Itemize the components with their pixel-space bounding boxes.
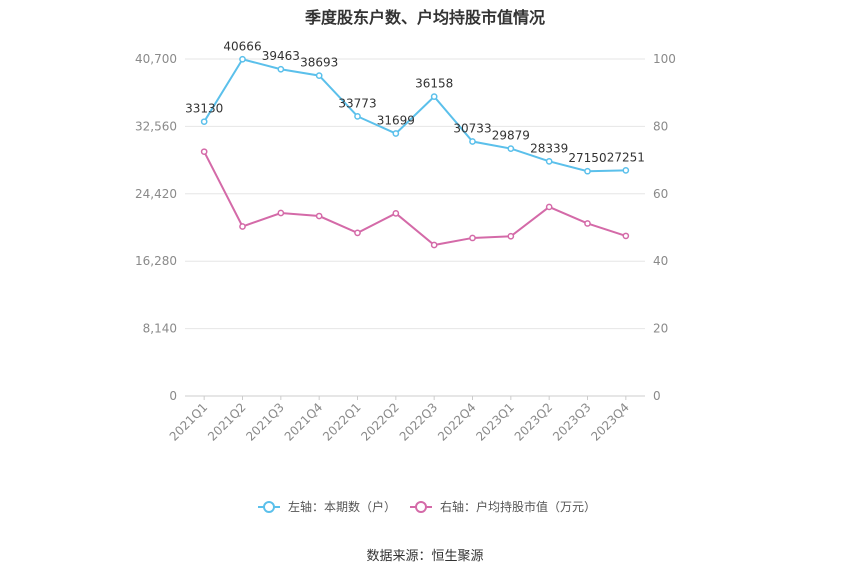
data-label: 33130	[185, 102, 223, 116]
data-label: 31699	[377, 114, 415, 128]
data-point	[469, 138, 476, 145]
y-right-tick-label: 0	[653, 389, 661, 403]
chart-title: 季度股东户数、户均持股市值情况	[304, 8, 545, 27]
data-point	[239, 55, 246, 63]
x-tick-label: 2021Q2	[205, 400, 249, 444]
source-note: 数据来源：恒生聚源	[366, 549, 484, 564]
legend-item-2: 右轴：户均持股市值（万元）	[410, 499, 596, 514]
x-tick-label: 2023Q4	[588, 400, 632, 444]
y-left-tick-label: 24,420	[135, 187, 177, 201]
x-tick-label: 2021Q1	[167, 400, 211, 444]
data-point	[469, 234, 476, 242]
x-tick-label: 2022Q1	[320, 400, 364, 444]
data-point	[584, 220, 591, 227]
legend-marker	[263, 501, 275, 513]
data-point	[354, 229, 361, 237]
data-point	[392, 209, 400, 217]
y-left-tick-label: 0	[169, 389, 177, 403]
data-point	[545, 158, 553, 165]
data-point	[584, 167, 591, 175]
data-point	[545, 203, 553, 211]
data-point	[239, 223, 246, 230]
data-point	[507, 145, 515, 152]
data-label: 36158	[415, 77, 453, 91]
data-label: 30733	[453, 122, 491, 136]
data-point	[430, 241, 438, 249]
legend-label: 左轴：本期数（户）	[288, 499, 396, 514]
y-right-tick-label: 80	[653, 119, 668, 133]
data-point	[315, 212, 323, 220]
data-point	[430, 93, 438, 100]
y-left-tick-label: 40,700	[135, 52, 177, 66]
y-left-tick-label: 8,140	[143, 322, 177, 336]
data-label: 27150	[568, 151, 606, 165]
data-point	[200, 118, 208, 126]
data-label: 33773	[338, 96, 376, 110]
y-right-tick-label: 40	[653, 254, 668, 268]
data-label: 39463	[262, 49, 300, 63]
y-left-tick-label: 16,280	[135, 254, 177, 268]
y-right-tick-label: 100	[653, 52, 676, 66]
data-point	[622, 167, 630, 174]
x-tick-label: 2021Q4	[282, 400, 326, 444]
data-point	[277, 65, 285, 73]
data-point	[315, 72, 323, 79]
x-tick-label: 2022Q4	[435, 400, 479, 444]
x-tick-label: 2022Q2	[358, 400, 402, 444]
x-tick-label: 2023Q2	[512, 400, 556, 444]
data-point	[392, 130, 400, 137]
data-point	[622, 232, 630, 240]
data-label: 38693	[300, 56, 338, 70]
legend-label: 右轴：户均持股市值（万元）	[440, 499, 596, 514]
series-line-2	[203, 151, 627, 247]
y-left-tick-label: 32,560	[135, 119, 177, 133]
data-label: 29879	[492, 129, 530, 143]
data-point	[507, 232, 515, 240]
x-tick-label: 2023Q3	[550, 400, 594, 444]
legend-marker	[415, 501, 427, 513]
data-point	[277, 209, 285, 217]
data-point	[200, 148, 208, 156]
x-tick-label: 2021Q3	[243, 400, 287, 444]
data-label: 28339	[530, 141, 568, 155]
legend-item-1: 左轴：本期数（户）	[258, 499, 396, 514]
data-point	[354, 113, 361, 120]
y-right-tick-label: 20	[653, 322, 668, 336]
y-right-tick-label: 60	[653, 187, 668, 201]
data-label: 40666	[223, 39, 261, 53]
data-label: 27251	[607, 150, 645, 164]
x-tick-label: 2022Q3	[397, 400, 441, 444]
x-tick-label: 2023Q1	[473, 400, 517, 444]
series-line-1	[203, 58, 626, 173]
